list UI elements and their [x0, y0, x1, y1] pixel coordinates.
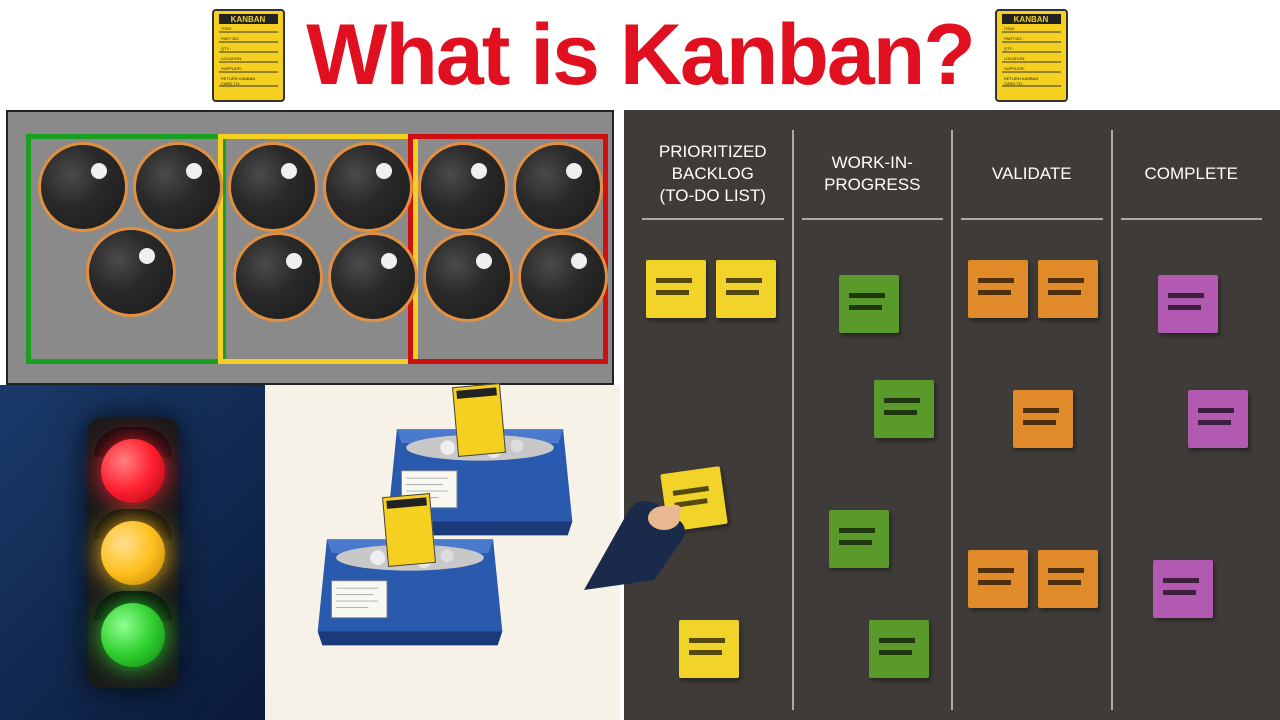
svg-text:CARD TO:: CARD TO: — [1004, 81, 1023, 86]
sticky-note — [716, 260, 776, 318]
content-area: PRIORITIZED BACKLOG (TO-DO LIST)WORK-IN-… — [0, 110, 1280, 720]
sticky-note — [1013, 390, 1073, 448]
barrel-icon — [38, 142, 128, 232]
lower-left-row — [0, 385, 620, 720]
kanban-card-icon: KANBAN ITEM: PART NO.: QTY.: LOCATION: S… — [211, 8, 286, 103]
parts-bin-icon — [305, 530, 515, 680]
yellow-light-icon — [101, 521, 165, 585]
barrel-icon — [86, 227, 176, 317]
sticky-note — [646, 260, 706, 318]
barrel-icon — [518, 232, 608, 322]
svg-text:QTY.:: QTY.: — [221, 46, 231, 51]
svg-text:LOCATION:: LOCATION: — [1004, 56, 1025, 61]
sticky-note — [874, 380, 934, 438]
column-header: VALIDATE — [961, 130, 1103, 220]
board-column: COMPLETE — [1113, 130, 1271, 710]
svg-text:SUPPLIER:: SUPPLIER: — [1004, 66, 1025, 71]
page-title: What is Kanban? — [306, 6, 974, 105]
barrel-inventory-panel — [6, 110, 614, 385]
barrel-icon — [328, 232, 418, 322]
board-column: VALIDATE — [953, 130, 1113, 710]
traffic-light-icon — [88, 418, 178, 688]
kanban-tag-icon — [452, 383, 506, 457]
sticky-note — [839, 275, 899, 333]
barrel-icon — [323, 142, 413, 232]
hand-icon — [584, 470, 704, 590]
sticky-note — [968, 260, 1028, 318]
column-header: COMPLETE — [1121, 130, 1263, 220]
svg-text:QTY.:: QTY.: — [1004, 46, 1014, 51]
barrel-icon — [133, 142, 223, 232]
barrel-icon — [228, 142, 318, 232]
sticky-note — [1038, 550, 1098, 608]
sticky-note — [829, 510, 889, 568]
red-light-icon — [101, 439, 165, 503]
sticky-note — [968, 550, 1028, 608]
svg-text:LOCATION:: LOCATION: — [221, 56, 242, 61]
board-column: WORK-IN- PROGRESS — [794, 130, 954, 710]
barrel-icon — [513, 142, 603, 232]
column-header: PRIORITIZED BACKLOG (TO-DO LIST) — [642, 130, 784, 220]
barrel-icon — [423, 232, 513, 322]
kanban-tag-icon — [382, 493, 436, 567]
svg-text:PART NO.:: PART NO.: — [221, 36, 241, 41]
svg-text:SUPPLIER:: SUPPLIER: — [221, 66, 242, 71]
barrel-icon — [418, 142, 508, 232]
sticky-note — [869, 620, 929, 678]
svg-text:ITEM:: ITEM: — [1004, 26, 1015, 31]
sticky-note — [679, 620, 739, 678]
bins-panel — [265, 385, 620, 720]
sticky-note — [1188, 390, 1248, 448]
sticky-note — [1153, 560, 1213, 618]
svg-text:KANBAN: KANBAN — [231, 15, 266, 24]
svg-text:KANBAN: KANBAN — [1013, 15, 1048, 24]
svg-text:PART NO.:: PART NO.: — [1004, 36, 1024, 41]
svg-text:ITEM:: ITEM: — [221, 26, 232, 31]
left-column — [0, 110, 620, 720]
traffic-light-panel — [0, 385, 265, 720]
svg-text:CARD TO:: CARD TO: — [221, 81, 240, 86]
column-header: WORK-IN- PROGRESS — [802, 130, 944, 220]
barrel-icon — [233, 232, 323, 322]
board-column: PRIORITIZED BACKLOG (TO-DO LIST) — [634, 130, 794, 710]
kanban-card-icon: KANBAN ITEM: PART NO.: QTY.: LOCATION: S… — [994, 8, 1069, 103]
sticky-note — [1038, 260, 1098, 318]
kanban-board: PRIORITIZED BACKLOG (TO-DO LIST)WORK-IN-… — [624, 110, 1280, 720]
sticky-note — [1158, 275, 1218, 333]
green-light-icon — [101, 603, 165, 667]
title-bar: KANBAN ITEM: PART NO.: QTY.: LOCATION: S… — [0, 0, 1280, 110]
